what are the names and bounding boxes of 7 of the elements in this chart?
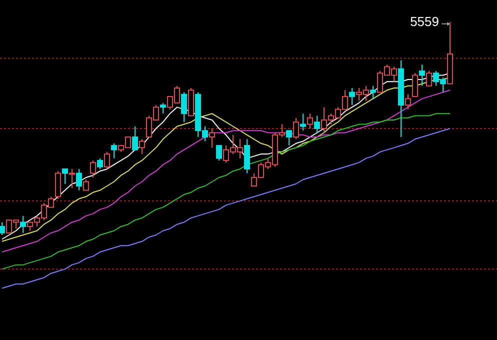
candlestick bbox=[349, 88, 355, 106]
candlestick bbox=[307, 113, 313, 129]
candlestick bbox=[209, 128, 215, 148]
candlestick bbox=[314, 115, 320, 134]
candlestick bbox=[398, 60, 404, 138]
annotation: 5559→ bbox=[410, 14, 452, 29]
candlestick bbox=[419, 64, 425, 86]
